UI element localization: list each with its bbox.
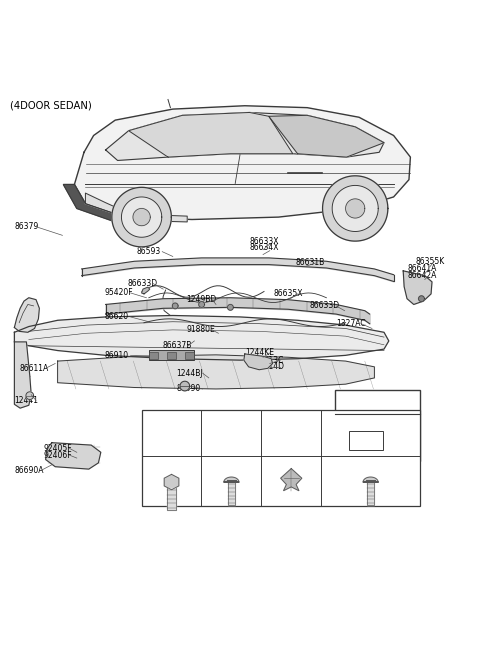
- Polygon shape: [323, 176, 388, 241]
- Bar: [349, 431, 383, 451]
- Polygon shape: [419, 296, 424, 301]
- Text: 1249PF: 1249PF: [359, 430, 383, 436]
- Bar: [149, 350, 194, 360]
- Text: 86593F: 86593F: [159, 430, 184, 436]
- Polygon shape: [199, 301, 204, 307]
- Text: 83397: 83397: [364, 432, 388, 441]
- Polygon shape: [244, 354, 273, 369]
- Text: 1249LG: 1249LG: [222, 474, 249, 480]
- Polygon shape: [403, 271, 432, 305]
- Text: 1244BJ: 1244BJ: [177, 369, 203, 377]
- Bar: [142, 410, 420, 506]
- Bar: [185, 352, 194, 359]
- Text: 1249PF: 1249PF: [346, 474, 372, 480]
- Text: 95420F: 95420F: [105, 288, 133, 297]
- Polygon shape: [14, 298, 39, 332]
- Polygon shape: [46, 443, 101, 469]
- Text: 86614D: 86614D: [254, 362, 284, 371]
- Polygon shape: [281, 468, 302, 491]
- Text: 1249LG: 1249LG: [218, 430, 244, 436]
- Text: 86633D: 86633D: [310, 301, 340, 310]
- Text: 86633D: 86633D: [127, 279, 157, 288]
- Text: 1249BD: 1249BD: [186, 295, 216, 304]
- Polygon shape: [74, 105, 410, 219]
- Text: 86641A: 86641A: [407, 265, 436, 273]
- Text: 86642A: 86642A: [407, 271, 436, 280]
- Bar: [335, 390, 420, 461]
- Polygon shape: [180, 381, 190, 391]
- Text: 86635X: 86635X: [274, 290, 303, 299]
- Text: 86355K: 86355K: [415, 257, 444, 266]
- Polygon shape: [269, 115, 384, 157]
- Polygon shape: [14, 342, 31, 408]
- Polygon shape: [133, 208, 150, 226]
- Text: 86613C: 86613C: [254, 356, 284, 365]
- Text: 86620: 86620: [105, 312, 129, 322]
- Text: 86634X: 86634X: [250, 243, 279, 252]
- Polygon shape: [63, 185, 149, 227]
- Text: 91880E: 91880E: [186, 326, 215, 335]
- Polygon shape: [332, 185, 378, 231]
- Polygon shape: [26, 392, 34, 400]
- Polygon shape: [85, 193, 187, 222]
- Text: 86590: 86590: [177, 384, 201, 394]
- Polygon shape: [363, 477, 378, 482]
- Polygon shape: [224, 477, 239, 482]
- Text: 86611A: 86611A: [19, 364, 48, 373]
- Text: 86910: 86910: [105, 351, 129, 360]
- Text: 1335AA: 1335AA: [283, 474, 311, 480]
- Text: 86690A: 86690A: [14, 466, 44, 475]
- Polygon shape: [346, 199, 365, 218]
- Polygon shape: [142, 287, 150, 294]
- Polygon shape: [58, 355, 374, 389]
- Text: 83397: 83397: [365, 398, 390, 407]
- Polygon shape: [121, 197, 162, 237]
- Polygon shape: [164, 474, 179, 490]
- Polygon shape: [228, 305, 233, 310]
- Text: 86631B: 86631B: [295, 258, 324, 267]
- Text: 1335AA: 1335AA: [278, 430, 304, 436]
- Text: 1244KE: 1244KE: [245, 348, 274, 357]
- Polygon shape: [14, 316, 389, 360]
- Text: 86593: 86593: [137, 247, 161, 256]
- Polygon shape: [172, 303, 178, 309]
- Polygon shape: [129, 113, 293, 157]
- Polygon shape: [106, 113, 384, 160]
- Text: (4DOOR SEDAN): (4DOOR SEDAN): [10, 101, 91, 111]
- Text: 86637B: 86637B: [162, 341, 192, 350]
- Text: 86593F: 86593F: [164, 474, 190, 480]
- Polygon shape: [112, 187, 171, 247]
- Text: 92406F: 92406F: [43, 451, 72, 460]
- Text: 86379: 86379: [14, 222, 39, 231]
- Bar: [168, 352, 176, 359]
- Text: 92405F: 92405F: [43, 444, 72, 453]
- Text: 1327AC: 1327AC: [336, 319, 366, 328]
- Bar: [149, 352, 158, 359]
- Text: 86633X: 86633X: [250, 236, 279, 246]
- Text: 12441: 12441: [14, 396, 38, 405]
